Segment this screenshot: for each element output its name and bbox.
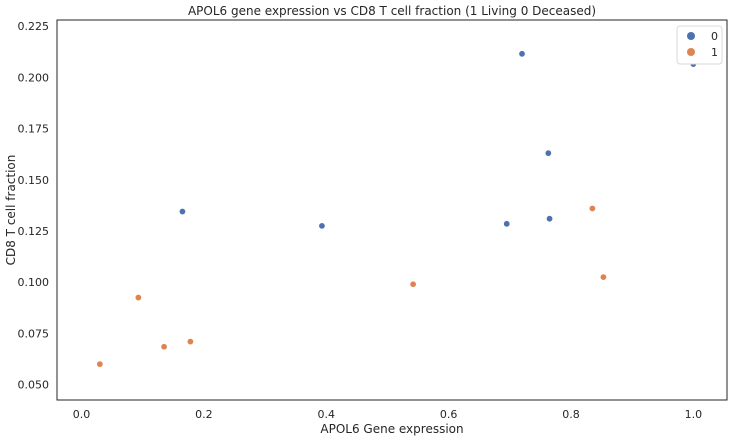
scatter-point-series-0 bbox=[546, 215, 554, 223]
scatter-point-series-1 bbox=[160, 343, 168, 351]
y-tick-label: 0.075 bbox=[18, 327, 50, 340]
legend-label: 1 bbox=[711, 46, 718, 59]
scatter-point-series-0 bbox=[518, 50, 526, 58]
y-tick-label: 0.225 bbox=[18, 20, 50, 33]
y-tick-label: 0.150 bbox=[18, 174, 50, 187]
y-tick-label: 0.200 bbox=[18, 71, 50, 84]
y-tick-label: 0.050 bbox=[18, 379, 50, 392]
x-tick-label: 0.0 bbox=[73, 408, 91, 421]
x-tick-label: 0.6 bbox=[440, 408, 458, 421]
y-tick-label: 0.175 bbox=[18, 123, 50, 136]
scatter-point-series-1 bbox=[186, 338, 194, 346]
legend-marker bbox=[687, 32, 695, 40]
legend-label: 0 bbox=[711, 30, 718, 43]
scatter-point-series-1 bbox=[409, 280, 417, 288]
scatter-point-series-1 bbox=[96, 360, 104, 368]
y-axis: 0.050 0.075 0.100 0.125 0.150 0.175 0.200 0.225 bbox=[18, 20, 50, 391]
x-axis-title: APOL6 Gene expression bbox=[320, 422, 463, 436]
x-tick-label: 0.4 bbox=[317, 408, 335, 421]
x-tick-label: 0.8 bbox=[562, 408, 580, 421]
y-tick-label: 0.100 bbox=[18, 276, 50, 289]
y-tick-label: 0.125 bbox=[18, 225, 50, 238]
chart-title: APOL6 gene expression vs CD8 T cell frac… bbox=[188, 4, 596, 18]
x-axis: 0.0 0.2 0.4 0.6 0.8 1.0 bbox=[73, 408, 702, 421]
y-axis-title: CD8 T cell fraction bbox=[4, 155, 18, 266]
scatter-point-series-0 bbox=[503, 220, 511, 228]
legend: 01 bbox=[676, 25, 723, 65]
scatter-point-series-0 bbox=[318, 222, 326, 230]
x-tick-label: 1.0 bbox=[685, 408, 703, 421]
data-points bbox=[96, 50, 697, 368]
scatter-point-series-1 bbox=[599, 273, 607, 281]
scatter-point-series-1 bbox=[134, 294, 142, 302]
legend-marker bbox=[687, 48, 695, 56]
scatter-point-series-1 bbox=[588, 204, 596, 212]
plot-area bbox=[56, 19, 728, 401]
x-tick-label: 0.2 bbox=[195, 408, 213, 421]
scatter-point-series-0 bbox=[178, 208, 186, 216]
scatter-point-series-0 bbox=[544, 149, 552, 157]
